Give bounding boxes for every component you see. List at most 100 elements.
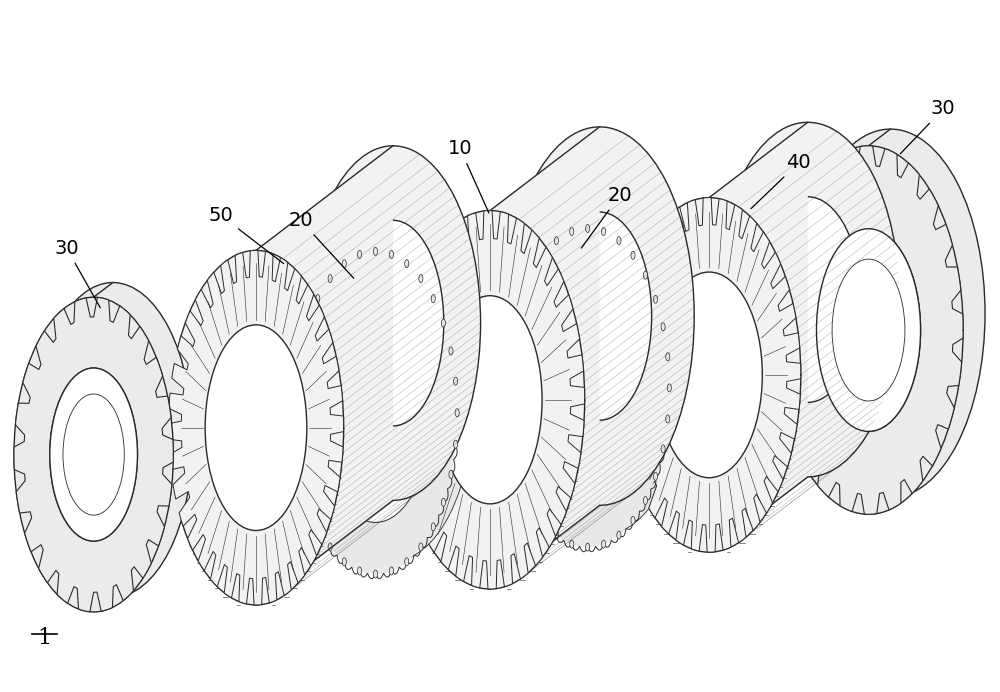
Ellipse shape — [774, 146, 963, 514]
Ellipse shape — [306, 319, 310, 327]
Ellipse shape — [395, 210, 585, 589]
Ellipse shape — [506, 353, 510, 361]
Ellipse shape — [389, 567, 393, 575]
Ellipse shape — [667, 384, 671, 392]
Ellipse shape — [342, 558, 346, 566]
Ellipse shape — [602, 228, 606, 235]
Polygon shape — [256, 146, 393, 605]
Text: 10: 10 — [448, 139, 489, 213]
Text: 20: 20 — [288, 211, 354, 278]
Ellipse shape — [506, 415, 510, 423]
Ellipse shape — [316, 295, 320, 302]
Ellipse shape — [816, 229, 921, 431]
Ellipse shape — [755, 197, 861, 403]
Ellipse shape — [540, 251, 544, 260]
Ellipse shape — [316, 522, 320, 531]
Ellipse shape — [14, 297, 173, 612]
Ellipse shape — [656, 272, 762, 477]
Ellipse shape — [518, 295, 522, 303]
Ellipse shape — [528, 271, 532, 279]
Text: 50: 50 — [209, 206, 284, 264]
Ellipse shape — [63, 394, 124, 515]
Polygon shape — [588, 216, 604, 547]
Ellipse shape — [643, 271, 647, 279]
Ellipse shape — [328, 543, 332, 551]
Ellipse shape — [570, 228, 574, 235]
Polygon shape — [94, 282, 113, 612]
Ellipse shape — [832, 259, 905, 401]
Ellipse shape — [532, 280, 643, 496]
Ellipse shape — [431, 295, 435, 302]
Ellipse shape — [454, 377, 458, 385]
Ellipse shape — [796, 129, 985, 498]
Text: 30: 30 — [900, 100, 956, 154]
Ellipse shape — [570, 540, 574, 548]
Polygon shape — [774, 146, 963, 514]
Ellipse shape — [654, 295, 658, 303]
Text: 40: 40 — [751, 153, 811, 208]
Ellipse shape — [328, 275, 332, 282]
Ellipse shape — [305, 146, 481, 500]
Ellipse shape — [419, 543, 423, 551]
Ellipse shape — [454, 440, 458, 448]
Ellipse shape — [654, 473, 658, 480]
Ellipse shape — [854, 242, 927, 384]
Ellipse shape — [298, 347, 302, 355]
Polygon shape — [618, 198, 801, 552]
Ellipse shape — [666, 353, 670, 361]
Ellipse shape — [504, 384, 508, 392]
Ellipse shape — [661, 445, 665, 453]
Polygon shape — [168, 251, 344, 605]
Ellipse shape — [586, 543, 590, 551]
Ellipse shape — [205, 325, 307, 531]
Polygon shape — [376, 239, 392, 574]
Ellipse shape — [528, 497, 532, 504]
Ellipse shape — [532, 280, 643, 496]
Ellipse shape — [310, 239, 474, 561]
Polygon shape — [709, 122, 808, 552]
Polygon shape — [490, 127, 600, 589]
Ellipse shape — [455, 409, 459, 417]
Ellipse shape — [540, 516, 544, 525]
Ellipse shape — [618, 198, 801, 552]
Text: 1: 1 — [37, 627, 51, 649]
Ellipse shape — [293, 377, 297, 385]
Ellipse shape — [506, 228, 669, 547]
Ellipse shape — [441, 319, 445, 327]
Ellipse shape — [342, 260, 346, 268]
Ellipse shape — [50, 368, 137, 541]
Ellipse shape — [342, 220, 444, 426]
Ellipse shape — [405, 260, 409, 268]
Polygon shape — [395, 210, 585, 589]
Ellipse shape — [82, 379, 143, 500]
Ellipse shape — [373, 247, 378, 255]
Ellipse shape — [438, 295, 542, 504]
Ellipse shape — [441, 498, 445, 507]
Polygon shape — [869, 129, 890, 514]
Ellipse shape — [431, 522, 435, 531]
Ellipse shape — [554, 531, 558, 539]
Polygon shape — [14, 298, 173, 612]
Ellipse shape — [320, 303, 431, 522]
Ellipse shape — [168, 251, 344, 605]
Ellipse shape — [666, 415, 670, 423]
Ellipse shape — [320, 303, 431, 522]
Text: 20: 20 — [581, 186, 632, 248]
Ellipse shape — [419, 275, 423, 282]
Ellipse shape — [293, 440, 297, 448]
Ellipse shape — [510, 445, 514, 453]
Ellipse shape — [643, 497, 647, 504]
Ellipse shape — [631, 516, 635, 525]
Ellipse shape — [389, 251, 393, 259]
Ellipse shape — [336, 291, 447, 510]
Ellipse shape — [449, 471, 453, 478]
Ellipse shape — [549, 267, 660, 484]
Ellipse shape — [373, 570, 378, 578]
Ellipse shape — [358, 251, 362, 259]
Ellipse shape — [306, 498, 310, 507]
Ellipse shape — [816, 229, 921, 431]
Ellipse shape — [449, 347, 453, 355]
Ellipse shape — [292, 409, 296, 417]
Ellipse shape — [522, 216, 686, 535]
Ellipse shape — [716, 122, 899, 477]
